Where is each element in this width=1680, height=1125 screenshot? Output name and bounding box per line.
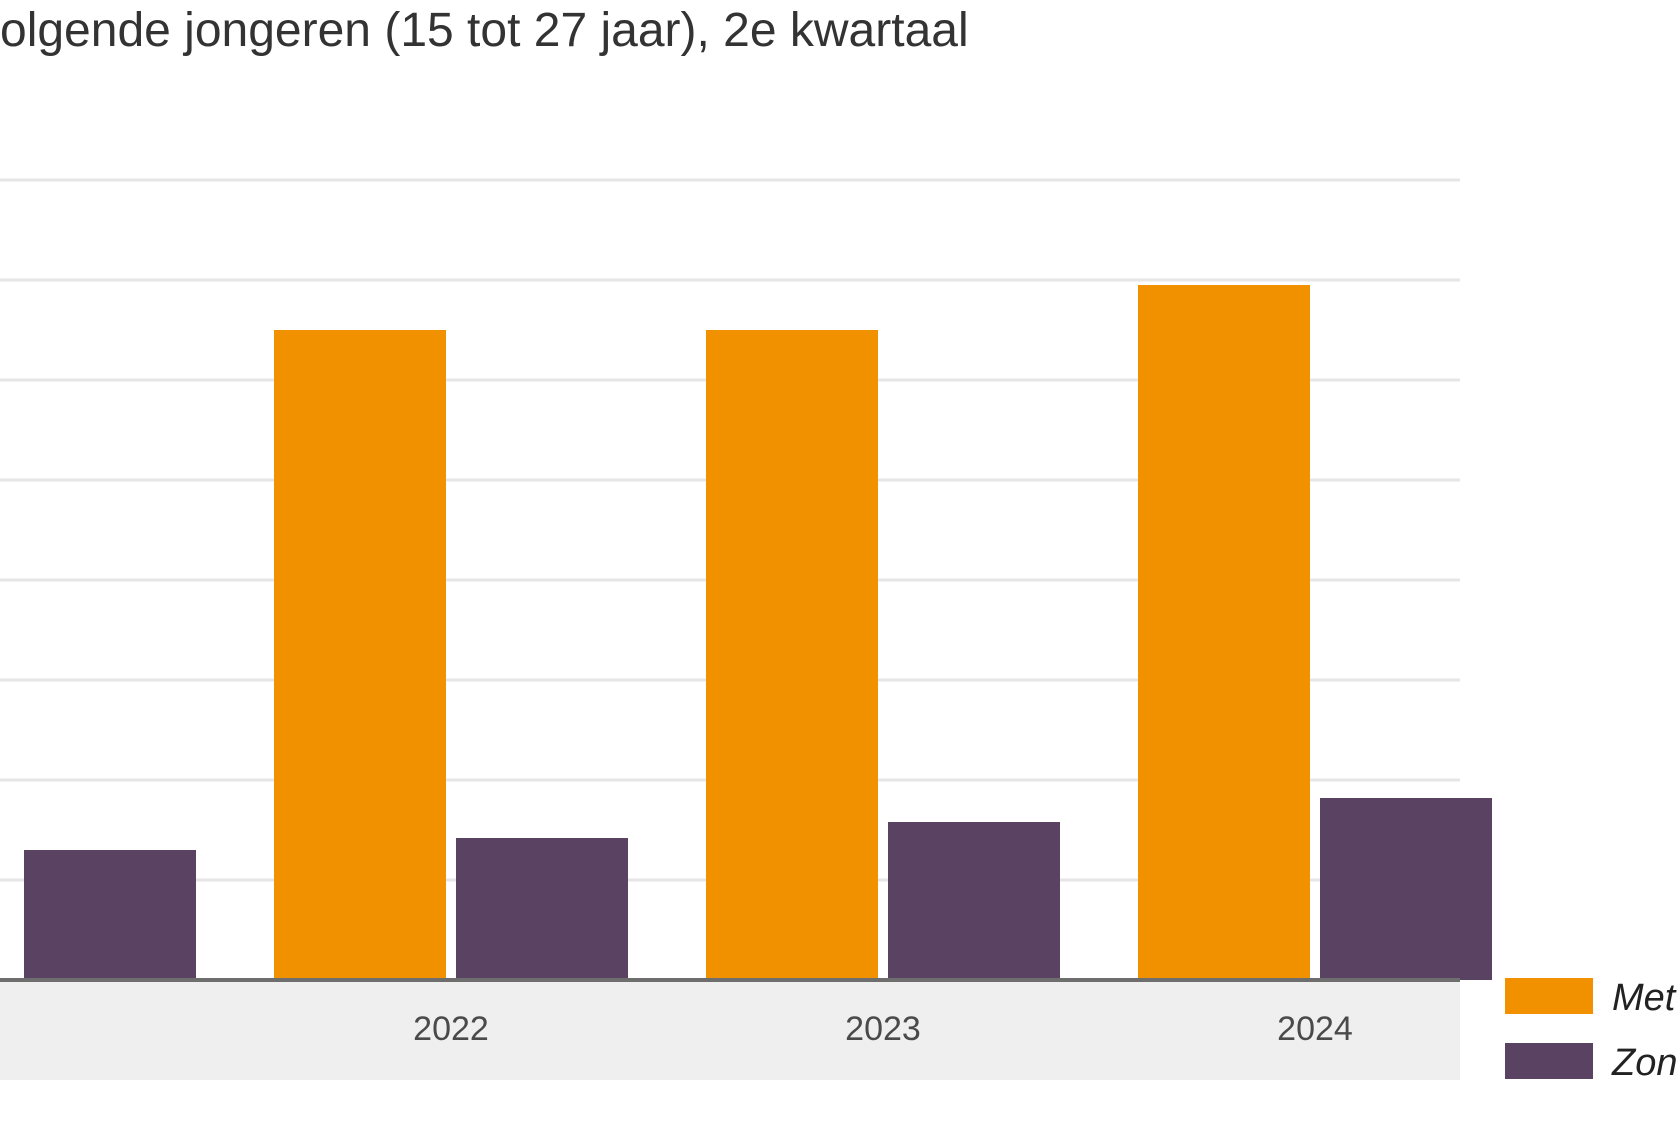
- bar-zon-2023: [888, 822, 1060, 980]
- legend-label: Zon: [1611, 1042, 1677, 1084]
- bar-met-2023: [706, 330, 878, 980]
- legend-label: Met: [1612, 977, 1677, 1019]
- x-tick-label: 2023: [845, 1010, 921, 1048]
- bar-zon-2022: [456, 838, 628, 980]
- legend: Met Zon: [1505, 977, 1677, 1084]
- bar-zon-2024: [1320, 798, 1492, 980]
- x-tick-label: 2022: [413, 1010, 489, 1048]
- x-tick-label: 2024: [1277, 1010, 1353, 1048]
- bar-met-2024: [1138, 285, 1310, 980]
- legend-swatch: [1505, 978, 1593, 1014]
- bar-met-2022: [274, 330, 446, 980]
- legend-swatch: [1505, 1043, 1593, 1079]
- x-tick-labels: 2022 2023 2024: [413, 1010, 1353, 1048]
- bars: [24, 285, 1492, 980]
- x-axis-band: [0, 980, 1460, 1080]
- bar-zon-partial: [24, 850, 196, 980]
- chart-title: olgende jongeren (15 tot 27 jaar), 2e kw…: [0, 4, 969, 57]
